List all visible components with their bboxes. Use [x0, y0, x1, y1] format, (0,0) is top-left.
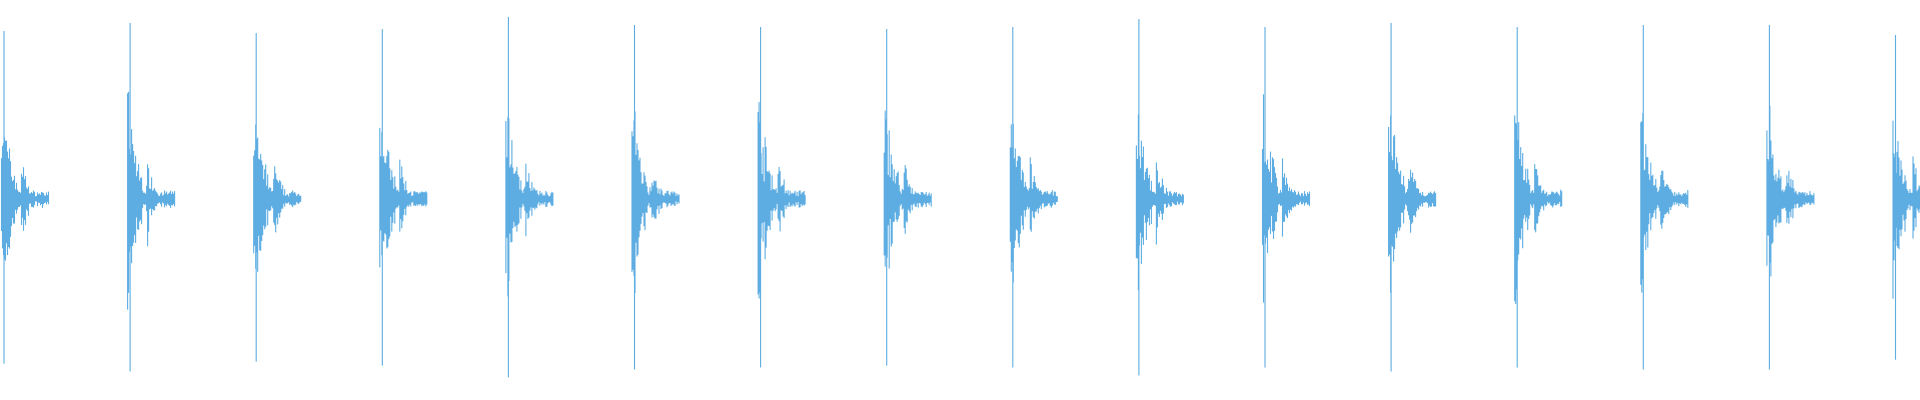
waveform-burst-path [1766, 25, 1815, 370]
waveform-burst [883, 29, 932, 366]
waveform-burst [1009, 27, 1058, 368]
waveform-burst-path [505, 17, 554, 378]
waveform-bursts [0, 17, 1920, 378]
waveform-burst-path [1892, 35, 1920, 360]
waveform-burst-path [631, 25, 680, 370]
waveform-burst-path [1388, 23, 1437, 372]
waveform-burst [253, 33, 302, 362]
waveform-burst-path [1514, 27, 1563, 368]
waveform-burst [0, 31, 50, 364]
waveform-burst [757, 27, 806, 368]
waveform-burst [1766, 25, 1815, 370]
waveform-burst-path [127, 23, 176, 372]
waveform-burst [631, 25, 680, 370]
waveform-burst-path [757, 27, 806, 368]
waveform-burst-path [379, 29, 428, 366]
waveform-burst-path [0, 31, 50, 364]
waveform-burst [1640, 25, 1689, 370]
waveform-burst [1892, 35, 1920, 360]
waveform-burst [1514, 27, 1563, 368]
waveform-burst-path [1261, 27, 1311, 368]
waveform-burst [127, 23, 176, 372]
waveform-burst-path [1135, 19, 1184, 376]
waveform-burst [1388, 23, 1437, 372]
waveform-burst-path [1009, 27, 1058, 368]
waveform-burst-path [253, 33, 302, 362]
waveform-burst [379, 29, 428, 366]
waveform-burst-path [883, 29, 932, 366]
waveform-burst [505, 17, 554, 378]
waveform-burst-path [1640, 25, 1689, 370]
waveform-burst [1261, 27, 1311, 368]
waveform-burst [1135, 19, 1184, 376]
